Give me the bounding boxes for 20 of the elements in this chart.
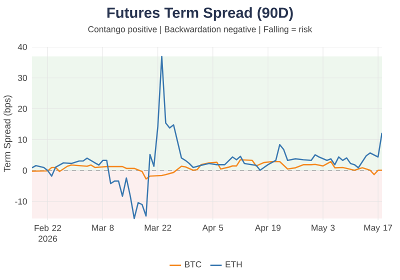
line-series bbox=[32, 56, 382, 220]
y-tick-label: 20 bbox=[18, 106, 27, 112]
x-tick-label: Apr 5 bbox=[202, 224, 224, 232]
x-tick-label: May 3 bbox=[312, 224, 335, 233]
chart-title: Futures Term Spread (90D) bbox=[107, 7, 293, 21]
legend-label: BTC bbox=[185, 261, 202, 268]
x-tick-label: Feb 22 2026 bbox=[34, 224, 62, 242]
legend-label: ETH bbox=[226, 261, 242, 268]
x-tick-label: Mar 8 bbox=[92, 224, 114, 231]
y-tick-label: 30 bbox=[18, 74, 27, 81]
chart-subtitle: Contango positive | Backwardation negative | Falling = risk bbox=[88, 26, 312, 34]
y-axis-title: Term Spread (bps) bbox=[4, 95, 12, 172]
x-tick-label: May 17 bbox=[364, 224, 392, 232]
y-tick-label: 40 bbox=[18, 44, 27, 50]
y-tick-label: 0 bbox=[22, 168, 27, 174]
x-tick-label: Mar 22 bbox=[144, 224, 172, 231]
y-tick-label: 10 bbox=[18, 136, 27, 143]
x-tick-label: Apr 19 bbox=[254, 224, 281, 233]
line-series bbox=[32, 159, 382, 180]
y-tick-label: -10 bbox=[15, 198, 27, 205]
